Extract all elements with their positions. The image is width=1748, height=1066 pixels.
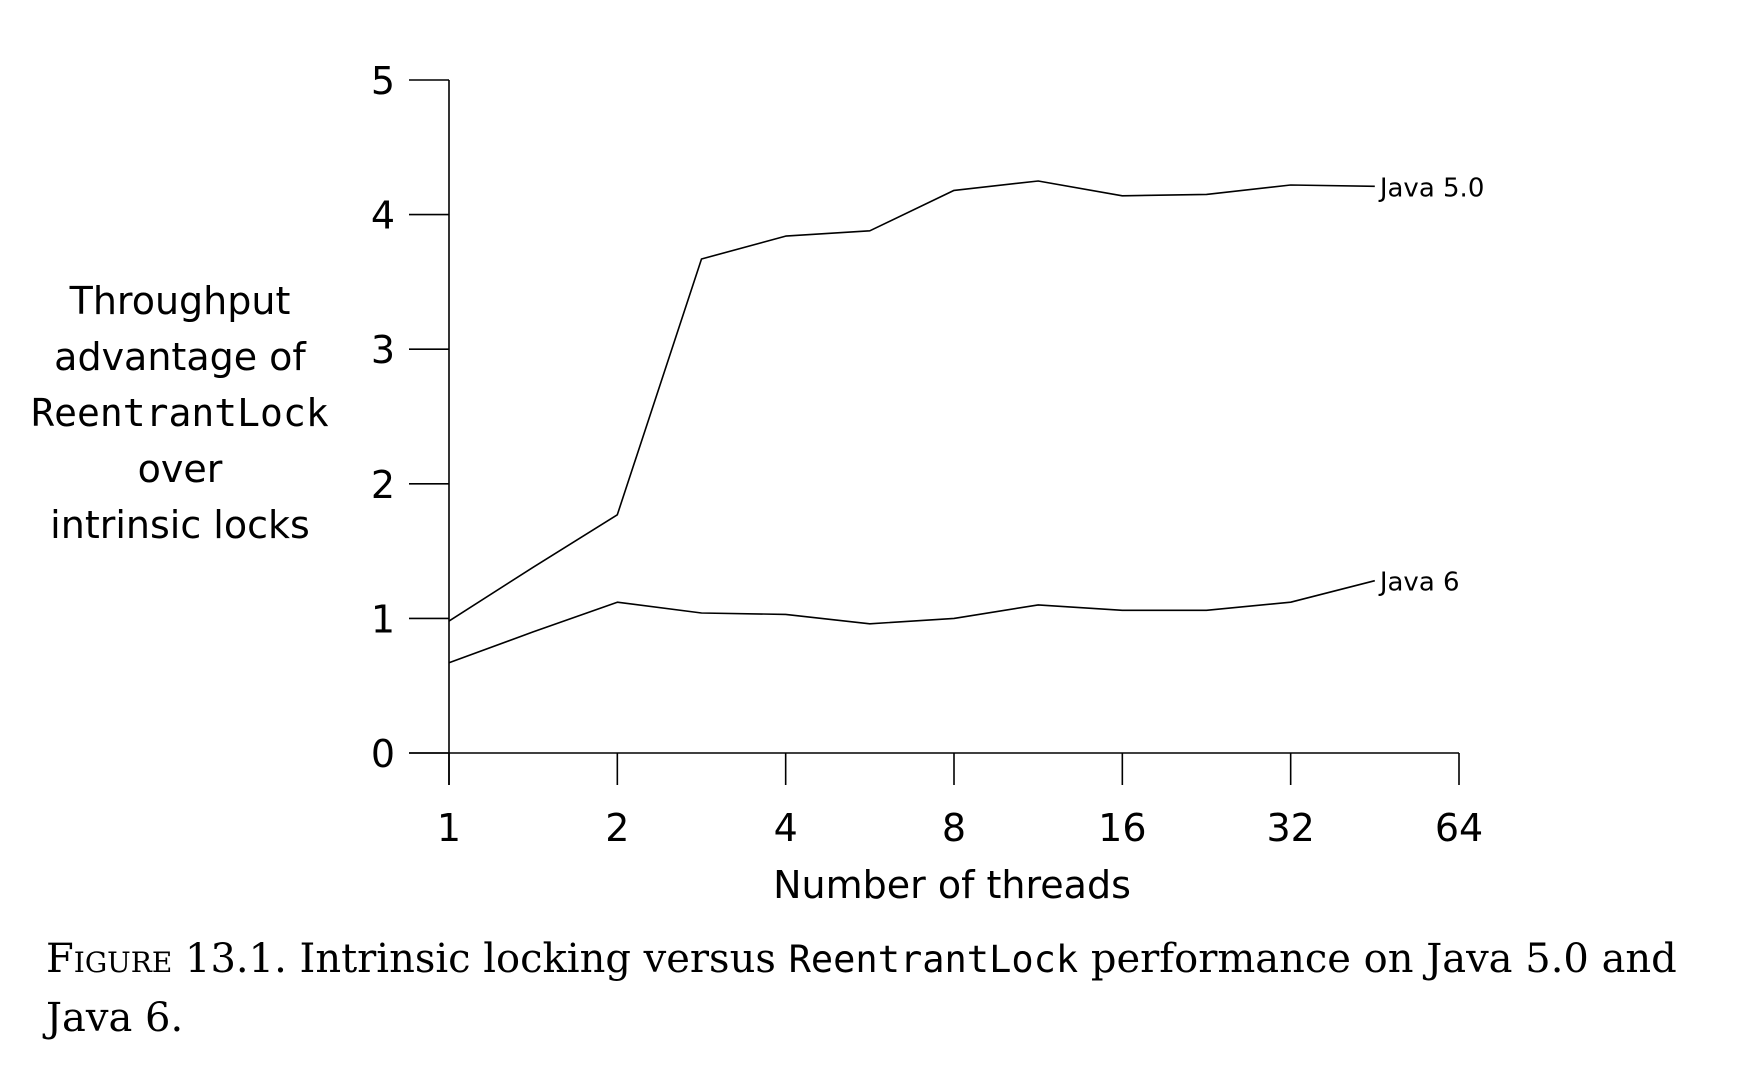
x-tick-label: 64 [1435,806,1483,850]
caption-text-after: performance on Java 5.0 and Java 6. [46,936,1677,1041]
x-tick-label: 32 [1266,806,1314,850]
series-line-2 [448,579,1375,664]
x-tick-label: 16 [1098,806,1146,850]
y-axis-title-line: over [138,447,223,491]
x-axis-title: Number of threads [773,863,1131,907]
series-label-1: Java 5.0 [1378,173,1485,203]
y-tick-label: 2 [371,463,395,507]
y-tick-label: 4 [371,194,395,238]
x-tick-label: 4 [774,806,798,850]
y-tick-label: 5 [371,59,395,103]
series-label-2: Java 6 [1378,568,1460,598]
caption-label: Figure 13.1. [46,936,287,982]
y-axis-title-line: ReentrantLock [31,391,329,435]
x-tick-label: 8 [942,806,966,850]
x-tick-label: 2 [605,806,629,850]
series-group: Java 5.0 Java 6 [448,173,1485,664]
y-tick-label: 0 [371,732,395,776]
y-tick-label: 3 [371,328,395,372]
series-line-1 [448,180,1375,622]
x-tick-label: 1 [437,806,461,850]
caption-code: ReentrantLock [788,938,1079,981]
y-axis-title-line: Throughput [69,279,291,323]
y-tick-label: 1 [371,597,395,641]
figure-caption: Figure 13.1. Intrinsic locking versus Re… [46,930,1726,1047]
caption-text-before: Intrinsic locking versus [299,936,776,982]
y-axis-title: Throughput advantage of ReentrantLock over i… [31,279,329,547]
y-axis-title-line: advantage of [54,335,307,379]
y-axis-title-line: intrinsic locks [50,503,310,547]
